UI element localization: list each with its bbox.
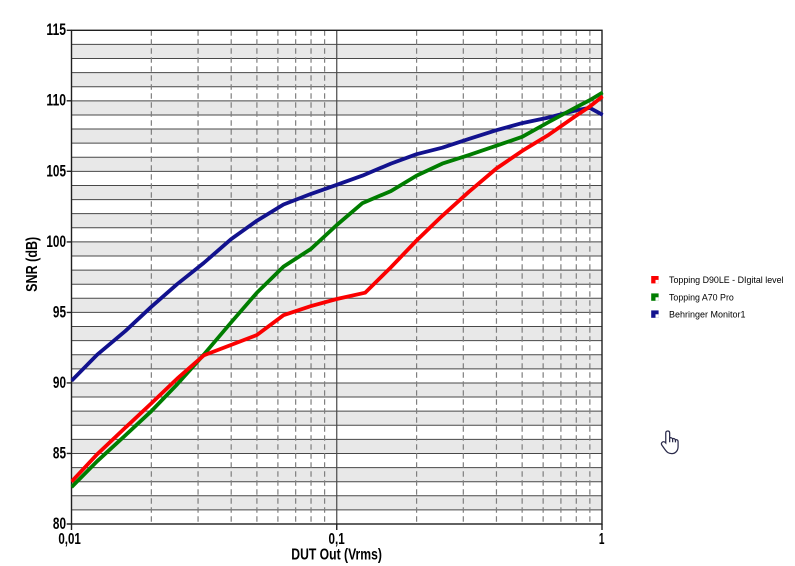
svg-text:Topping A70 Pro: Topping A70 Pro (669, 292, 734, 302)
svg-text:110: 110 (46, 92, 66, 110)
svg-text:1: 1 (599, 531, 605, 548)
svg-text:0,1: 0,1 (329, 531, 345, 548)
svg-text:SNR (dB): SNR (dB) (24, 237, 41, 292)
svg-text:95: 95 (53, 303, 66, 321)
svg-text:105: 105 (46, 162, 66, 180)
svg-text:100: 100 (46, 233, 66, 251)
svg-text:85: 85 (53, 444, 66, 462)
svg-text:115: 115 (46, 21, 66, 39)
svg-text:Topping D90LE - DIgital level: Topping D90LE - DIgital level (669, 275, 784, 285)
svg-text:90: 90 (53, 374, 66, 392)
svg-text:0,01: 0,01 (58, 531, 81, 548)
svg-text:Behringer Monitor1: Behringer Monitor1 (669, 309, 746, 319)
svg-text:80: 80 (53, 515, 66, 533)
svg-text:DUT Out (Vrms): DUT Out (Vrms) (291, 547, 382, 564)
